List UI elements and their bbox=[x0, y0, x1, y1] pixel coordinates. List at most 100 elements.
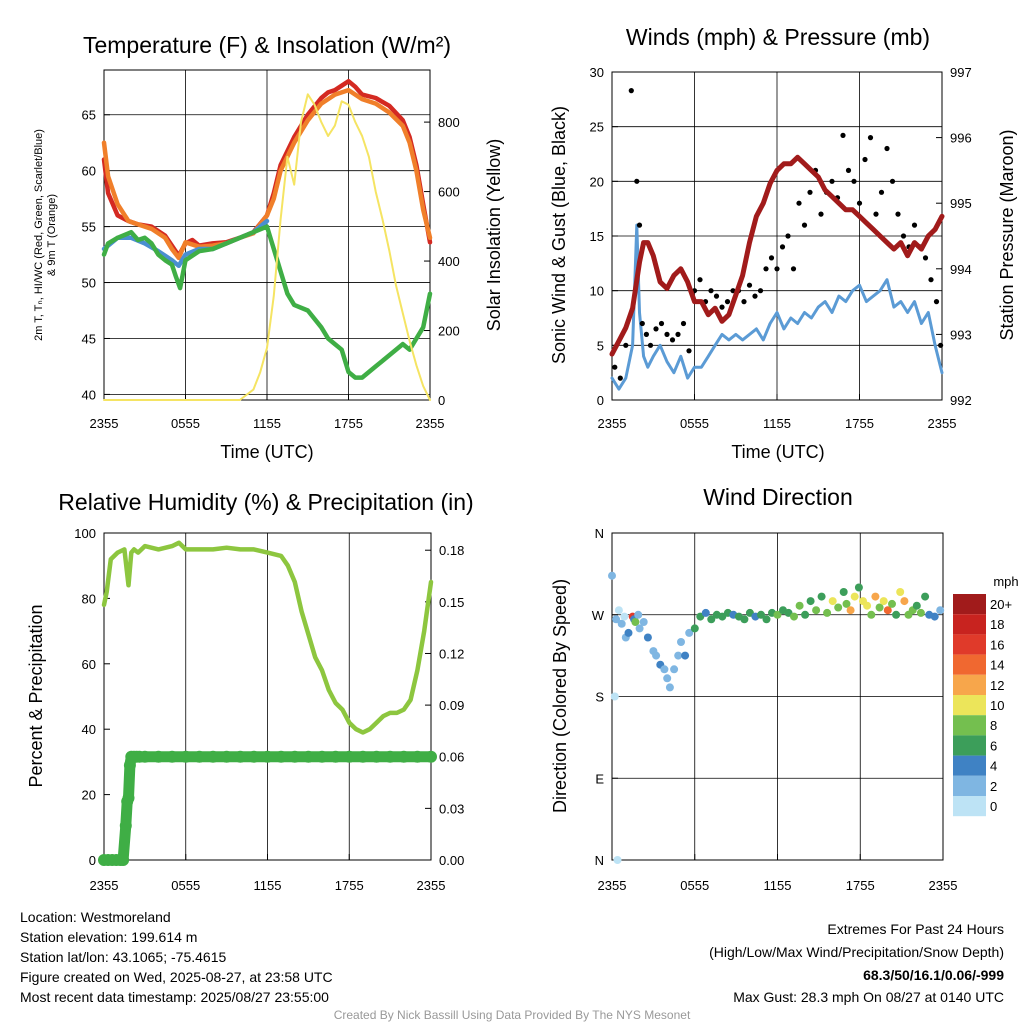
gust-point bbox=[911, 222, 918, 228]
wind-direction-point bbox=[612, 615, 621, 624]
humidity-ytick-label: 100 bbox=[74, 526, 96, 541]
colorbar-swatch bbox=[953, 715, 986, 736]
winds-ytick-label: 5 bbox=[597, 338, 604, 353]
gust-point bbox=[829, 178, 835, 184]
extremes-title: Extremes For Past 24 Hours bbox=[827, 921, 1004, 937]
gust-point bbox=[617, 375, 623, 381]
humidity-ytick-label: 40 bbox=[82, 722, 96, 737]
colorbar-swatch bbox=[953, 654, 986, 675]
wind-direction-point bbox=[663, 674, 672, 683]
wind-direction-point bbox=[635, 624, 644, 633]
colorbar-swatch bbox=[953, 775, 986, 796]
temperature-xtick-label: 1155 bbox=[253, 416, 281, 431]
wind-direction-xtick-label: 2355 bbox=[929, 878, 958, 893]
gust-point bbox=[796, 200, 802, 206]
winds-xlabel: Time (UTC) bbox=[731, 442, 824, 462]
gust-point bbox=[647, 342, 654, 348]
series-line-station-pressure bbox=[609, 154, 945, 357]
humidity-ytick-label: 20 bbox=[82, 788, 96, 803]
gust-point bbox=[708, 288, 714, 294]
wind-direction-xtick-label: 2355 bbox=[598, 878, 627, 893]
gust-point bbox=[643, 331, 650, 337]
wind-direction-point bbox=[614, 606, 623, 615]
wind-direction-point bbox=[921, 592, 930, 601]
gust-point bbox=[845, 167, 852, 173]
humidity-xtick-label: 0555 bbox=[171, 878, 200, 893]
colorbar-label: 16 bbox=[990, 637, 1004, 652]
winds-xtick-label: 2355 bbox=[598, 416, 627, 431]
colorbar-swatch bbox=[953, 674, 986, 695]
gust-point bbox=[856, 200, 863, 206]
gust-point bbox=[895, 211, 901, 217]
gust-point bbox=[623, 342, 629, 348]
gust-point bbox=[851, 178, 857, 184]
colorbar-label: 18 bbox=[990, 617, 1004, 632]
gust-point bbox=[713, 293, 720, 299]
winds-ytick-label-right: 997 bbox=[950, 65, 972, 80]
gust-point bbox=[840, 132, 846, 138]
humidity-ytick-label: 60 bbox=[82, 657, 96, 672]
wind-direction-ylabel: Direction (Colored By Speed) bbox=[550, 579, 570, 813]
winds-xtick-label: 1755 bbox=[845, 416, 874, 431]
humidity-ytick-label-right: 0.12 bbox=[439, 646, 464, 661]
winds-ytick-label: 10 bbox=[590, 284, 604, 299]
extremes-block: Extremes For Past 24 Hours (High/Low/Max… bbox=[709, 921, 1004, 1005]
wind-direction-point bbox=[677, 638, 685, 646]
temperature-xtick-label: 1755 bbox=[334, 416, 363, 431]
wind-direction-point bbox=[842, 599, 851, 608]
gust-point bbox=[785, 233, 791, 239]
winds-xtick-label: 1155 bbox=[763, 416, 791, 431]
wind-direction-point bbox=[610, 692, 619, 701]
colorbar-label: 6 bbox=[990, 738, 997, 753]
temperature-ytick-label-right: 800 bbox=[438, 115, 460, 130]
extremes-values: 68.3/50/16.1/0.06/-999 bbox=[863, 967, 1004, 983]
temperature-ytick-label: 65 bbox=[82, 108, 96, 123]
winds-ylabel: Sonic Wind & Gust (Blue, Black) bbox=[549, 106, 569, 364]
winds-ytick-label-right: 996 bbox=[950, 131, 972, 146]
temperature-ylabel-line2: & 9m T (Orange) bbox=[46, 194, 58, 276]
gust-point bbox=[933, 299, 940, 305]
humidity-xtick-label: 2355 bbox=[417, 878, 446, 893]
temperature-xtick-label: 0555 bbox=[171, 416, 200, 431]
wind-direction-point bbox=[670, 665, 679, 674]
wind-direction-point bbox=[617, 619, 626, 628]
gust-point bbox=[873, 211, 879, 217]
wind-direction-point bbox=[701, 608, 710, 617]
wind-direction-point bbox=[834, 603, 843, 612]
wind-direction-xtick-label: 1755 bbox=[846, 878, 875, 893]
wind-direction-point bbox=[681, 651, 690, 660]
humidity-ytick-label-right: 0.18 bbox=[439, 543, 464, 558]
wind-direction-point bbox=[608, 571, 616, 580]
gust-point bbox=[636, 222, 643, 228]
humidity-ytick-label-right: 0.00 bbox=[439, 853, 464, 868]
temperature-ytick-label: 45 bbox=[82, 331, 96, 346]
wind-direction-point bbox=[812, 606, 821, 615]
wind-direction-point bbox=[912, 601, 921, 610]
wind-direction-point bbox=[660, 665, 669, 674]
colorbar-label: 4 bbox=[990, 759, 997, 774]
colorbar-label: 2 bbox=[990, 779, 997, 794]
colorbar-title: mph bbox=[993, 574, 1018, 589]
gust-point bbox=[664, 331, 670, 337]
series-line-9m-t bbox=[101, 87, 433, 261]
humidity-xtick-label: 1755 bbox=[335, 878, 364, 893]
wind-direction-point bbox=[879, 597, 888, 606]
wind-direction-point bbox=[854, 583, 863, 592]
temperature-xtick-label: 2355 bbox=[90, 416, 119, 431]
wind-direction-point bbox=[916, 608, 925, 617]
wind-direction-point bbox=[936, 606, 945, 615]
winds-ytick-label-right: 994 bbox=[950, 262, 972, 277]
gust-point bbox=[790, 266, 797, 272]
colorbar-swatch bbox=[953, 594, 986, 615]
colorbar-label: 20+ bbox=[990, 597, 1012, 612]
temperature-panel: Temperature (F) & Insolation (W/m²) Time… bbox=[33, 32, 504, 462]
winds-panel: Winds (mph) & Pressure (mb) Time (UTC) S… bbox=[549, 24, 1017, 462]
gust-point bbox=[900, 233, 907, 239]
wind-direction-point bbox=[773, 610, 782, 619]
colorbar-swatch bbox=[953, 634, 986, 655]
winds-ytick-label: 20 bbox=[590, 174, 604, 189]
wind-direction-point bbox=[883, 606, 892, 615]
humidity-panel: Relative Humidity (%) & Precipitation (i… bbox=[26, 489, 474, 893]
gust-point bbox=[763, 266, 769, 272]
